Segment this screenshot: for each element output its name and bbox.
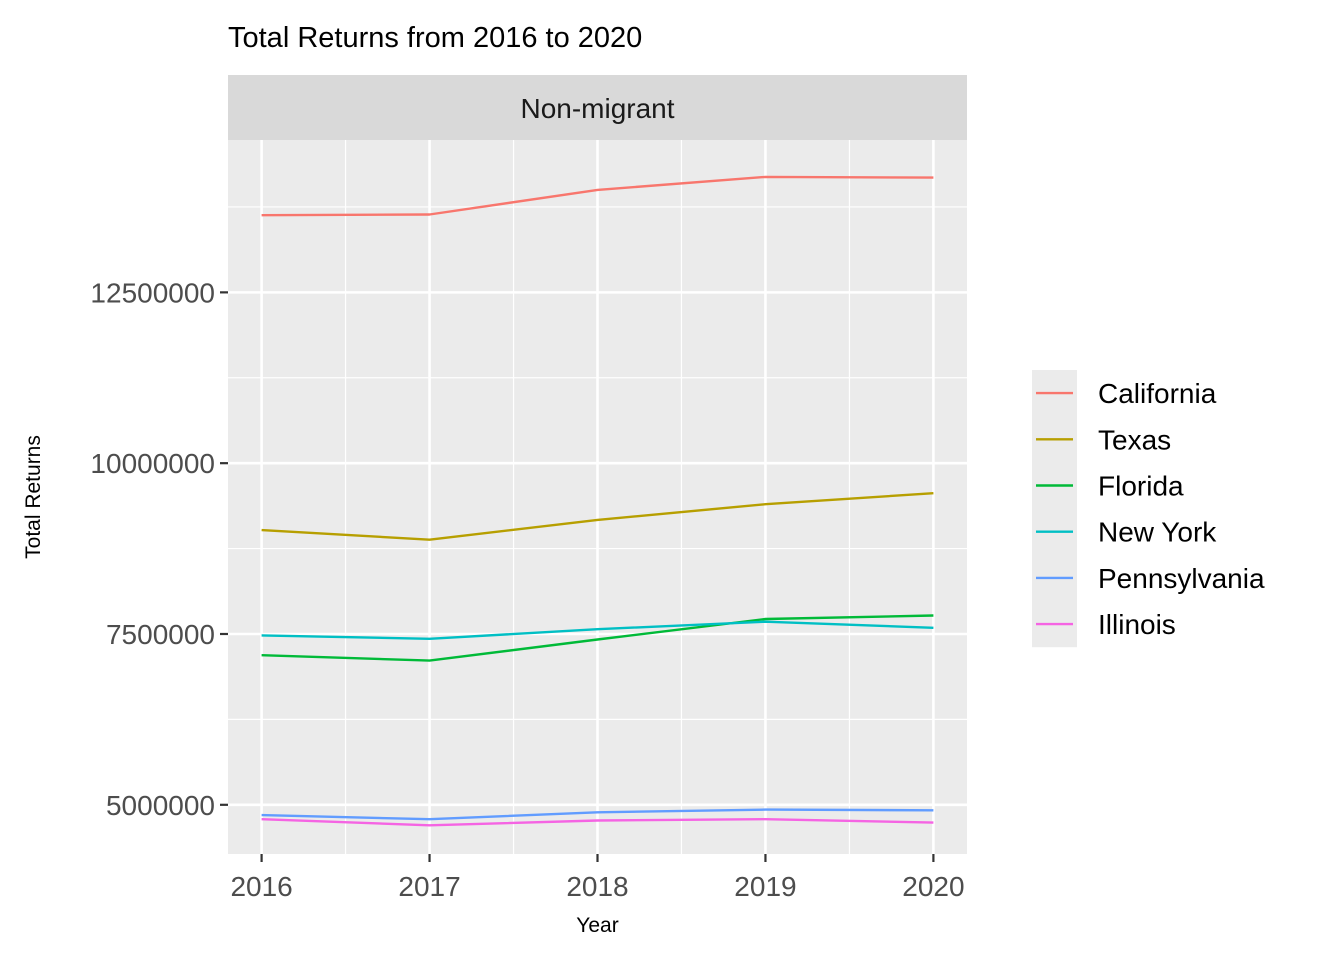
major-gridlines (228, 140, 967, 854)
y-tick-label: 5000000 (106, 790, 215, 821)
legend-label: Illinois (1098, 609, 1176, 640)
x-tick-label: 2017 (398, 871, 460, 902)
legend-label: Florida (1098, 471, 1184, 502)
series-line-pennsylvania (261, 808, 934, 821)
legend: California Texas Florida New York Pennsylvan… (1032, 370, 1265, 648)
y-tick-label: 10000000 (90, 448, 215, 479)
series-line-texas (261, 492, 934, 541)
series-line-florida (261, 614, 934, 662)
y-tick-label: 7500000 (106, 619, 215, 650)
series-line-new-york (261, 620, 934, 640)
x-tick-label: 2020 (902, 871, 964, 902)
series-line-california (261, 175, 934, 217)
y-axis-title: Total Returns (22, 435, 45, 559)
legend-label: Texas (1098, 424, 1171, 455)
x-axis: 2016 2017 2018 2019 2020 (230, 854, 965, 902)
legend-label: New York (1098, 517, 1217, 548)
legend-label: California (1098, 378, 1217, 409)
y-tick-label: 12500000 (90, 277, 215, 308)
legend-label: Pennsylvania (1098, 563, 1265, 594)
x-tick-label: 2016 (230, 871, 292, 902)
facet-strip (228, 75, 967, 140)
x-tick-label: 2018 (566, 871, 628, 902)
series-lines (261, 175, 934, 827)
legend-key-background (1032, 370, 1077, 648)
series-line-illinois (261, 818, 934, 827)
x-tick-label: 2019 (734, 871, 796, 902)
y-axis: 5000000 7500000 10000000 12500000 (90, 277, 228, 821)
x-axis-title: Year (576, 914, 618, 937)
chart-title: Total Returns from 2016 to 2020 (228, 22, 642, 54)
facet-label: Non-migrant (520, 93, 674, 124)
